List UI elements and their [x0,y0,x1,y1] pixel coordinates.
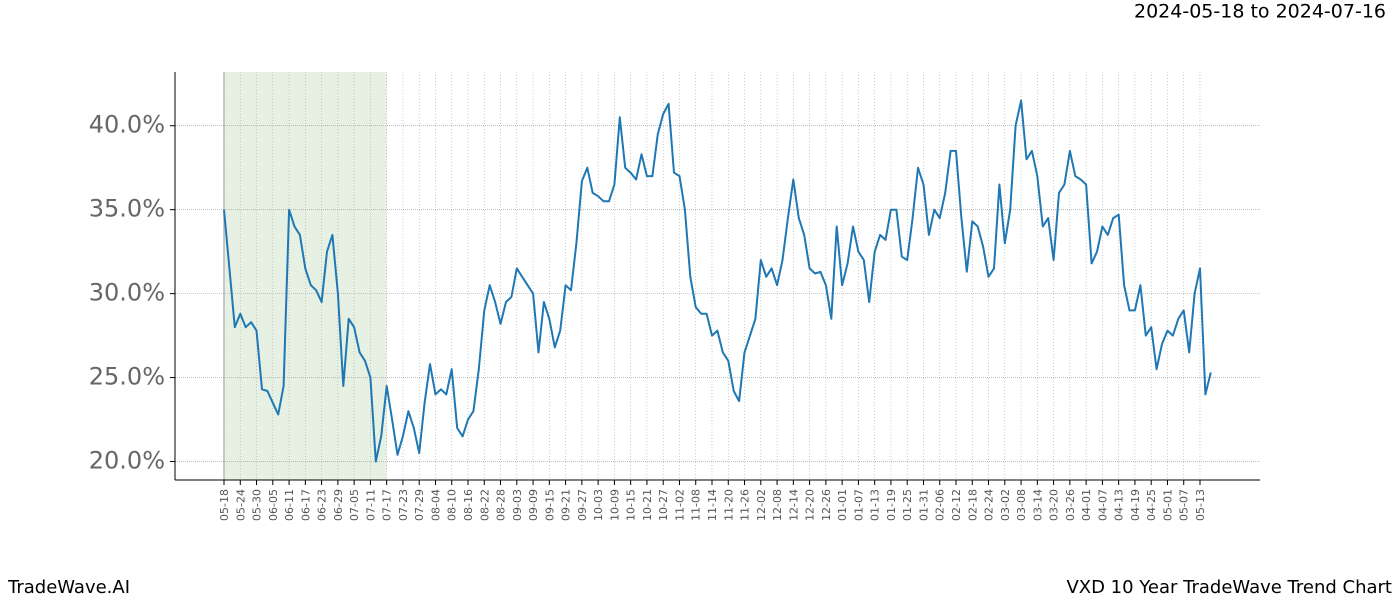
x-tick-label: 08-22 [478,489,491,521]
x-tick-label: 10-15 [625,489,638,521]
x-tick-label: 04-25 [1145,489,1158,521]
x-tick-label: 04-07 [1096,489,1109,521]
x-tick-label: 02-24 [983,489,996,521]
x-tick-label: 06-23 [316,489,329,521]
date-range: 2024-05-18 to 2024-07-16 [1134,1,1386,23]
x-tick-label: 01-07 [852,489,865,521]
y-tick-label: 30.0% [89,279,165,307]
x-tick-label: 09-21 [560,489,573,521]
x-tick-label: 12-14 [787,489,800,521]
x-tick-label: 04-13 [1113,489,1126,521]
x-tick-label: 03-02 [999,489,1012,521]
trend-line [223,99,1212,463]
x-tick-label: 04-19 [1129,489,1142,521]
x-tick-label: 03-08 [1015,489,1028,521]
x-tick-label: 08-04 [429,489,442,521]
x-tick-label: 10-03 [592,489,605,521]
x-tick-label: 07-11 [364,489,377,521]
x-tick-label: 05-24 [234,489,247,521]
x-tick-label: 08-16 [462,489,475,521]
x-tick-label: 08-28 [495,489,508,521]
x-tick-label: 11-20 [722,489,735,521]
x-tick-label: 01-01 [836,489,849,521]
x-tick-label: 09-03 [511,489,524,521]
y-tick-label: 25.0% [89,363,165,391]
x-tick-label: 02-12 [950,489,963,521]
x-tick-label: 03-26 [1064,489,1077,521]
y-tick-label: 40.0% [89,111,165,139]
x-tick-label: 07-23 [397,489,410,521]
x-tick-label: 12-02 [755,489,768,521]
x-tick-label: 10-09 [608,489,621,521]
x-tick-label: 05-13 [1194,489,1207,521]
x-tick-label: 01-13 [869,489,882,521]
x-tick-label: 11-26 [739,489,752,521]
x-tick-label: 07-05 [348,489,361,521]
x-tick-label: 03-20 [1048,489,1061,521]
x-tick-label: 11-14 [706,489,719,521]
x-tick-label: 12-20 [804,489,817,521]
x-tick-label: 09-09 [527,489,540,521]
x-tick-label: 02-18 [966,489,979,521]
x-tick-label: 09-27 [576,489,589,521]
x-tick-label: 05-30 [251,489,264,521]
x-tick-label: 05-07 [1178,489,1191,521]
x-tick-label: 01-31 [917,489,930,521]
footer-right: VXD 10 Year TradeWave Trend Chart [1066,577,1392,598]
x-tick-label: 02-06 [934,489,947,521]
x-tick-label: 06-17 [299,489,312,521]
x-tick-label: 01-19 [885,489,898,521]
x-tick-label: 04-01 [1080,489,1093,521]
x-tick-label: 12-08 [771,489,784,521]
x-tick-label: 08-10 [446,489,459,521]
x-tick-label: 06-05 [267,489,280,521]
x-tick-label: 10-27 [657,489,670,521]
y-tick-label: 20.0% [89,447,165,475]
x-tick-label: 06-11 [283,489,296,521]
x-tick-label: 12-26 [820,489,833,521]
x-tick-label: 07-17 [381,489,394,521]
x-tick-label: 09-15 [543,489,556,521]
x-tick-label: 07-29 [413,489,426,521]
x-tick-label: 01-25 [901,489,914,521]
x-tick-label: 10-21 [641,489,654,521]
x-tick-label: 11-08 [690,489,703,521]
x-tick-label: 03-14 [1031,489,1044,521]
x-tick-label: 05-18 [218,489,231,521]
footer-left: TradeWave.AI [7,577,130,598]
y-tick-label: 35.0% [89,195,165,223]
x-tick-label: 06-29 [332,489,345,521]
x-tick-label: 05-01 [1161,489,1174,521]
x-tick-label: 11-02 [673,489,686,521]
